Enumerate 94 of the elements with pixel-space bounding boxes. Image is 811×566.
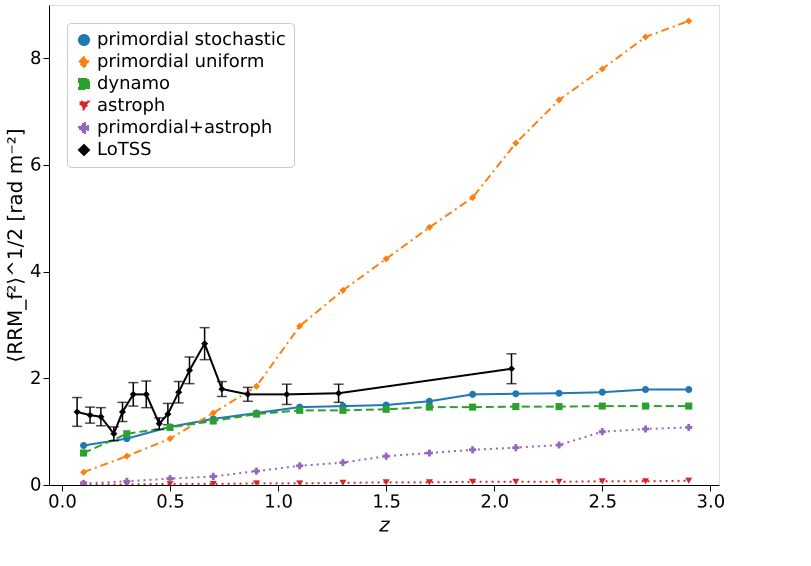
- point: [335, 390, 342, 397]
- point: [556, 403, 563, 410]
- point: [296, 462, 304, 470]
- legend-label: dynamo: [97, 73, 170, 94]
- point: [642, 478, 650, 484]
- point: [382, 406, 390, 413]
- point: [469, 194, 476, 202]
- x-axis-title: z: [378, 512, 390, 536]
- legend-label: LoTSS: [97, 139, 152, 160]
- point: [86, 412, 94, 419]
- point: [339, 406, 346, 414]
- point: [642, 402, 650, 410]
- point: [556, 478, 563, 485]
- point: [382, 255, 390, 262]
- point: [469, 404, 476, 411]
- point: [598, 428, 606, 436]
- y-tick-label: 2: [30, 368, 42, 389]
- point: [97, 413, 104, 420]
- point: [123, 430, 130, 438]
- point: [123, 452, 130, 460]
- point: [156, 420, 163, 428]
- point: [142, 390, 150, 398]
- point: [175, 388, 182, 396]
- point: [210, 417, 217, 425]
- x-tick-label: 2.0: [480, 492, 510, 512]
- point: [426, 404, 433, 411]
- y-tick-label: 6: [30, 154, 42, 176]
- point: [244, 390, 252, 398]
- point: [556, 441, 563, 449]
- point: [252, 468, 260, 475]
- y-tick-label: 8: [30, 48, 42, 69]
- point: [426, 449, 433, 457]
- point: [469, 390, 476, 398]
- point: [508, 365, 516, 372]
- point: [339, 459, 346, 466]
- point: [382, 452, 390, 460]
- point: [598, 402, 606, 410]
- point: [80, 468, 88, 476]
- y-tick-label: 0: [30, 474, 42, 496]
- point: [382, 479, 390, 485]
- x-tick-label: 0.0: [48, 492, 77, 512]
- legend-label: primordial uniform: [97, 51, 264, 72]
- point: [598, 65, 606, 73]
- point: [556, 96, 563, 104]
- point: [685, 17, 692, 25]
- point: [130, 390, 137, 398]
- x-tick-label: 1.0: [264, 492, 293, 512]
- point: [186, 366, 194, 374]
- y-tick-label: 4: [30, 261, 42, 282]
- point: [642, 33, 650, 41]
- point: [123, 478, 130, 485]
- point: [642, 425, 650, 433]
- point: [512, 444, 520, 452]
- point: [469, 446, 476, 454]
- point: [210, 409, 217, 417]
- point: [283, 390, 290, 398]
- point: [164, 410, 172, 418]
- point: [118, 408, 126, 416]
- point: [74, 408, 81, 416]
- point: [685, 424, 692, 431]
- point: [296, 322, 304, 330]
- point: [685, 386, 692, 394]
- legend-label: astroph: [97, 95, 166, 116]
- point: [512, 140, 520, 147]
- point: [80, 442, 88, 450]
- point: [252, 382, 260, 390]
- point: [685, 478, 692, 484]
- point: [426, 479, 433, 485]
- x-tick-label: 1.5: [372, 492, 401, 512]
- point: [556, 390, 563, 397]
- y-axis-title: ⟨RRM_f²⟩^1/2 [rad m⁻²]: [3, 128, 28, 363]
- x-tick-label: 0.5: [156, 492, 185, 512]
- point: [642, 386, 650, 394]
- point: [339, 480, 346, 485]
- point: [512, 390, 520, 398]
- point: [296, 406, 304, 414]
- x-tick-label: 3.0: [696, 492, 726, 512]
- point: [80, 449, 88, 457]
- point: [210, 472, 217, 480]
- point: [598, 478, 606, 484]
- point: [512, 403, 520, 410]
- legend-label: primordial+astroph: [97, 117, 272, 138]
- point: [166, 435, 174, 442]
- point: [598, 388, 606, 396]
- point: [426, 224, 433, 231]
- point: [512, 478, 520, 485]
- point: [218, 385, 226, 393]
- point: [110, 430, 118, 438]
- point: [685, 402, 692, 410]
- x-tick-label: 2.5: [588, 492, 618, 512]
- point: [339, 286, 346, 294]
- point: [469, 478, 476, 485]
- point: [166, 475, 174, 482]
- legend-label: primordial stochastic: [97, 29, 286, 50]
